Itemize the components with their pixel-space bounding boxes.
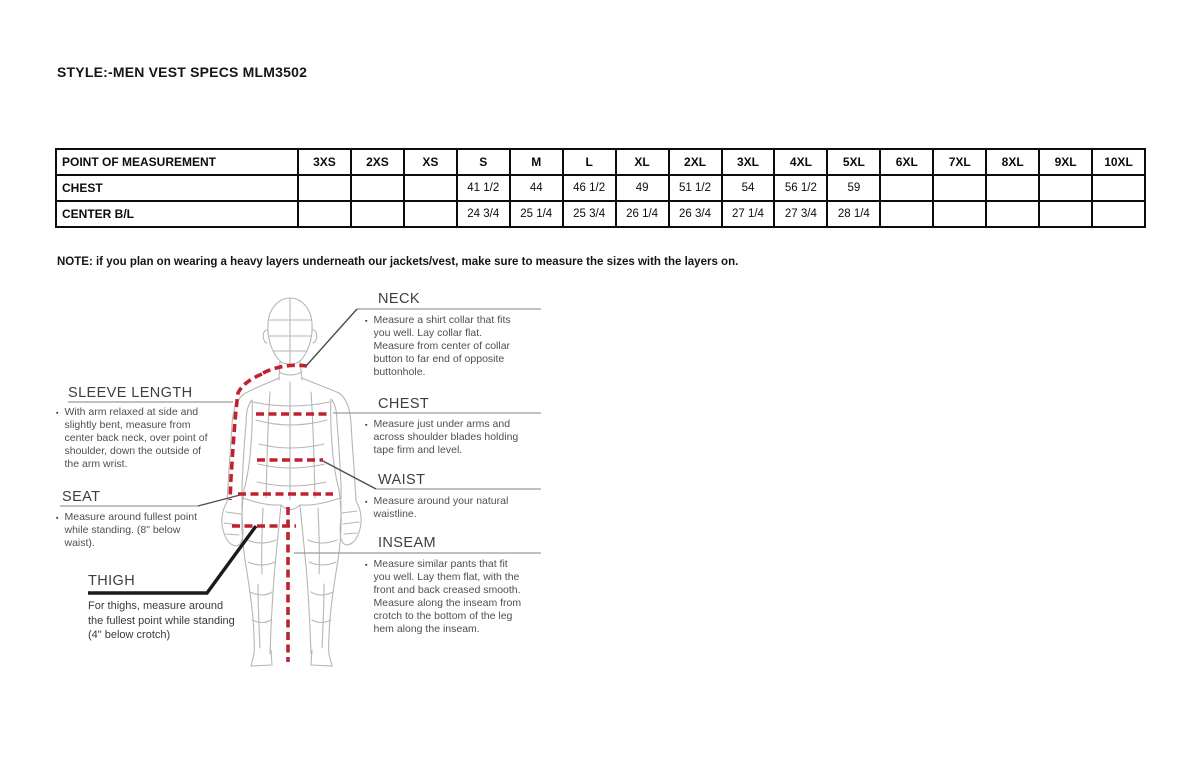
size-value-cell: 49 xyxy=(614,174,670,202)
size-value-cell: 26 3/4 xyxy=(667,200,723,228)
size-value-cell: 24 3/4 xyxy=(455,200,511,228)
thigh-description: For thighs, measure around the fullest p… xyxy=(88,600,235,642)
bullet-icon: ▪ xyxy=(365,562,368,569)
size-value-cell: 46 1/2 xyxy=(561,174,617,202)
bullet-icon: ▪ xyxy=(56,410,59,417)
table-header-row: POINT OF MEASUREMENT 3XS 2XS XS S M L XL 2XL 3XL 4… xyxy=(55,148,1146,176)
column-header-size: 8XL xyxy=(985,148,1041,176)
seat-label: SEAT xyxy=(62,489,101,505)
bullet-icon: ▪ xyxy=(365,318,368,325)
neck-measure-line xyxy=(262,363,308,375)
size-value-cell: 41 1/2 xyxy=(455,174,511,202)
waist-description: ▪ Measure around your natural waistline. xyxy=(365,495,515,521)
inseam-label: INSEAM xyxy=(378,535,436,551)
column-header-size: S xyxy=(455,148,511,176)
sleeve-length-description: ▪ With arm relaxed at side and slightly … xyxy=(56,406,208,471)
column-header-size: 5XL xyxy=(826,148,882,176)
sleeve-measure-line xyxy=(228,372,263,501)
column-header-size: 9XL xyxy=(1038,148,1094,176)
size-value-cell: 54 xyxy=(720,174,776,202)
size-value-cell xyxy=(932,200,988,228)
size-value-cell: 44 xyxy=(508,174,564,202)
size-value-cell: 27 1/4 xyxy=(720,200,776,228)
thigh-label: THIGH xyxy=(88,573,136,589)
bullet-icon: ▪ xyxy=(56,515,59,522)
size-value-cell xyxy=(1091,200,1146,228)
size-value-cell xyxy=(985,200,1041,228)
row-label: CENTER B/L xyxy=(55,200,299,228)
size-table: POINT OF MEASUREMENT 3XS 2XS XS S M L XL 2XL 3XL 4… xyxy=(55,148,1146,228)
column-header-size: XL xyxy=(614,148,670,176)
size-value-cell: 25 3/4 xyxy=(561,200,617,228)
sleeve-length-description-text: With arm relaxed at side and slightly be… xyxy=(64,406,208,470)
size-value-cell xyxy=(1091,174,1146,202)
size-value-cell: 56 1/2 xyxy=(773,174,829,202)
waist-leader xyxy=(322,460,377,490)
neck-description-text: Measure a shirt collar that fits you wel… xyxy=(373,314,511,378)
column-header-size: 6XL xyxy=(879,148,935,176)
column-header-size: 7XL xyxy=(932,148,988,176)
bullet-icon: ▪ xyxy=(365,499,368,506)
column-header-size: XS xyxy=(402,148,458,176)
bullet-icon: ▪ xyxy=(365,422,368,429)
size-value-cell xyxy=(349,174,405,202)
size-value-cell xyxy=(402,174,458,202)
size-value-cell xyxy=(349,200,405,228)
column-header-size: 2XS xyxy=(349,148,405,176)
chest-description: ▪ Measure just under arms and across sho… xyxy=(365,418,530,457)
column-header-size: 2XL xyxy=(667,148,723,176)
measurement-lines xyxy=(228,363,333,662)
size-value-cell xyxy=(297,174,352,202)
size-value-cell xyxy=(1038,200,1094,228)
inseam-description: ▪ Measure similar pants that fit you wel… xyxy=(365,558,525,635)
seat-description: ▪ Measure around fullest point while sta… xyxy=(56,511,206,550)
column-header-point-of-measurement: POINT OF MEASUREMENT xyxy=(55,148,299,176)
size-value-cell: 51 1/2 xyxy=(667,174,723,202)
chest-label: CHEST xyxy=(378,396,430,412)
size-value-cell xyxy=(879,200,935,228)
body-wireframe xyxy=(221,297,362,667)
size-value-cell: 28 1/4 xyxy=(826,200,882,228)
seat-description-text: Measure around fullest point while stand… xyxy=(64,511,197,549)
neck-description: ▪ Measure a shirt collar that fits you w… xyxy=(365,314,517,379)
column-header-size: 10XL xyxy=(1091,148,1146,176)
column-header-size: 3XS xyxy=(297,148,352,176)
waist-description-text: Measure around your natural waistline. xyxy=(373,495,509,520)
column-header-size: 3XL xyxy=(720,148,776,176)
neck-label: NECK xyxy=(378,291,420,307)
table-row: CHEST 41 1/2 44 46 1/2 49 51 1/2 54 56 1/2 59 xyxy=(55,174,1146,202)
size-value-cell xyxy=(932,174,988,202)
leader-lines xyxy=(197,308,377,507)
size-value-cell xyxy=(985,174,1041,202)
size-value-cell: 25 1/4 xyxy=(508,200,564,228)
note-text: NOTE: if you plan on wearing a heavy lay… xyxy=(57,256,739,268)
column-header-size: M xyxy=(508,148,564,176)
page-title: STYLE:-MEN VEST SPECS MLM3502 xyxy=(57,64,308,80)
size-value-cell xyxy=(1038,174,1094,202)
column-header-size: L xyxy=(561,148,617,176)
size-value-cell: 27 3/4 xyxy=(773,200,829,228)
neck-leader xyxy=(305,308,358,367)
table-row: CENTER B/L 24 3/4 25 1/4 25 3/4 26 1/4 26 3/4… xyxy=(55,200,1146,228)
size-value-cell: 59 xyxy=(826,174,882,202)
waist-label: WAIST xyxy=(378,472,426,488)
size-value-cell xyxy=(879,174,935,202)
inseam-description-text: Measure similar pants that fit you well.… xyxy=(373,558,522,635)
size-value-cell xyxy=(297,200,352,228)
sleeve-length-label: SLEEVE LENGTH xyxy=(68,385,193,401)
row-label: CHEST xyxy=(55,174,299,202)
size-value-cell xyxy=(402,200,458,228)
size-value-cell: 26 1/4 xyxy=(614,200,670,228)
chest-description-text: Measure just under arms and across shoul… xyxy=(373,418,519,456)
column-header-size: 4XL xyxy=(773,148,829,176)
seat-leader xyxy=(197,494,241,507)
